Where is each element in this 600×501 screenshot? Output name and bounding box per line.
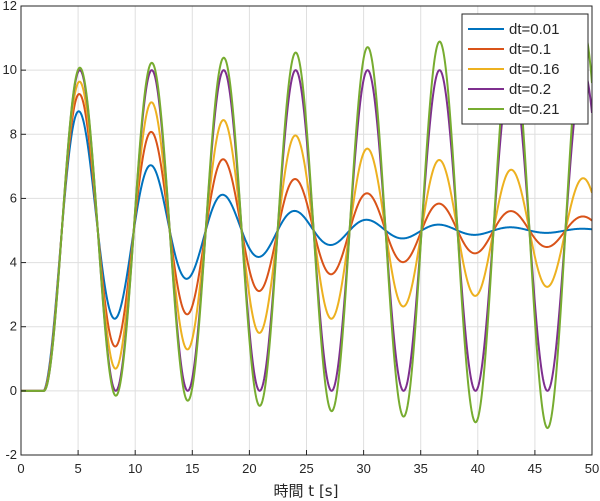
series-line <box>21 92 592 392</box>
series-line <box>21 80 592 392</box>
y-ticks: -2 0 2 4 6 8 10 12 <box>3 0 26 462</box>
y-tick-label: 12 <box>3 0 17 13</box>
series-lines <box>21 28 592 430</box>
x-tick-label: 40 <box>471 461 485 476</box>
legend-label: dt=0.16 <box>509 61 559 78</box>
x-tick-label: 15 <box>185 461 199 476</box>
y-tick-label: 8 <box>10 126 17 141</box>
x-tick-label: 0 <box>17 461 24 476</box>
y-tick-label: 2 <box>10 319 17 334</box>
x-tick-label: 5 <box>74 461 81 476</box>
legend-label: dt=0.21 <box>509 101 559 118</box>
legend: dt=0.01 dt=0.1 dt=0.16 dt=0.2 dt=0.21 <box>461 13 589 125</box>
legend-label: dt=0.2 <box>509 81 551 98</box>
y-tick-label: 4 <box>10 255 17 270</box>
x-tick-label: 10 <box>128 461 142 476</box>
series-line <box>21 110 592 392</box>
x-ticks: 0 5 10 15 20 25 30 35 40 45 50 <box>17 450 599 476</box>
series-line <box>21 28 592 430</box>
y-tick-label: 6 <box>10 190 17 205</box>
y-tick-label: 0 <box>10 383 17 398</box>
x-axis-label: 時間 t [s] <box>274 482 339 500</box>
legend-label: dt=0.01 <box>509 21 559 38</box>
x-tick-label: 35 <box>413 461 427 476</box>
legend-label: dt=0.1 <box>509 41 551 58</box>
y-tick-label: 10 <box>3 62 17 77</box>
x-tick-label: 25 <box>299 461 313 476</box>
x-tick-label: 50 <box>585 461 599 476</box>
x-tick-label: 30 <box>356 461 370 476</box>
x-tick-label: 20 <box>242 461 256 476</box>
x-tick-label: 45 <box>528 461 542 476</box>
y-tick-label: -2 <box>5 447 17 462</box>
